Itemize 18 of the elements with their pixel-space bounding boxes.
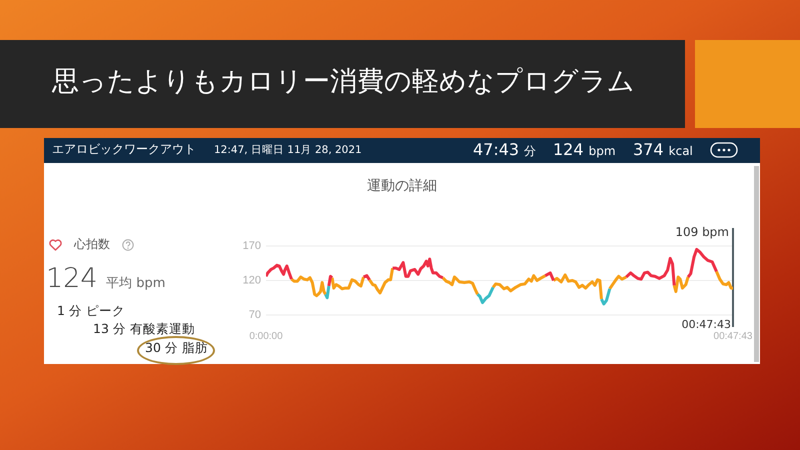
text: 心拍数 xyxy=(74,237,110,252)
text: 374 kcal xyxy=(633,140,693,159)
ref-line-label: 109 bpm xyxy=(675,225,729,240)
text: 30 分 脂肪 xyxy=(145,340,208,356)
text: 124 bpm xyxy=(553,140,616,159)
y-tick-label: 170 xyxy=(242,240,261,252)
text: 47:43 分 xyxy=(473,140,536,159)
y-tick-label: 120 xyxy=(242,274,261,287)
text: エアロビックワークアウト xyxy=(52,142,196,157)
text: 00:47:43 xyxy=(682,318,731,332)
y-tick-label: 70 xyxy=(248,309,261,322)
chart-title: 思ったよりもカロリー消費の軽めなプログラム xyxy=(52,66,635,98)
text: 12:47, 日曜日 11月 28, 2021 xyxy=(214,144,362,158)
text: 1 分 ピーク xyxy=(57,303,125,319)
x-tick-label: 0:00:00 xyxy=(249,330,284,342)
chart-subtitle: 運動の詳細 xyxy=(366,177,438,196)
text: 13 分 有酸素運動 xyxy=(93,321,195,337)
text: 124 平均 bpm xyxy=(46,263,166,294)
